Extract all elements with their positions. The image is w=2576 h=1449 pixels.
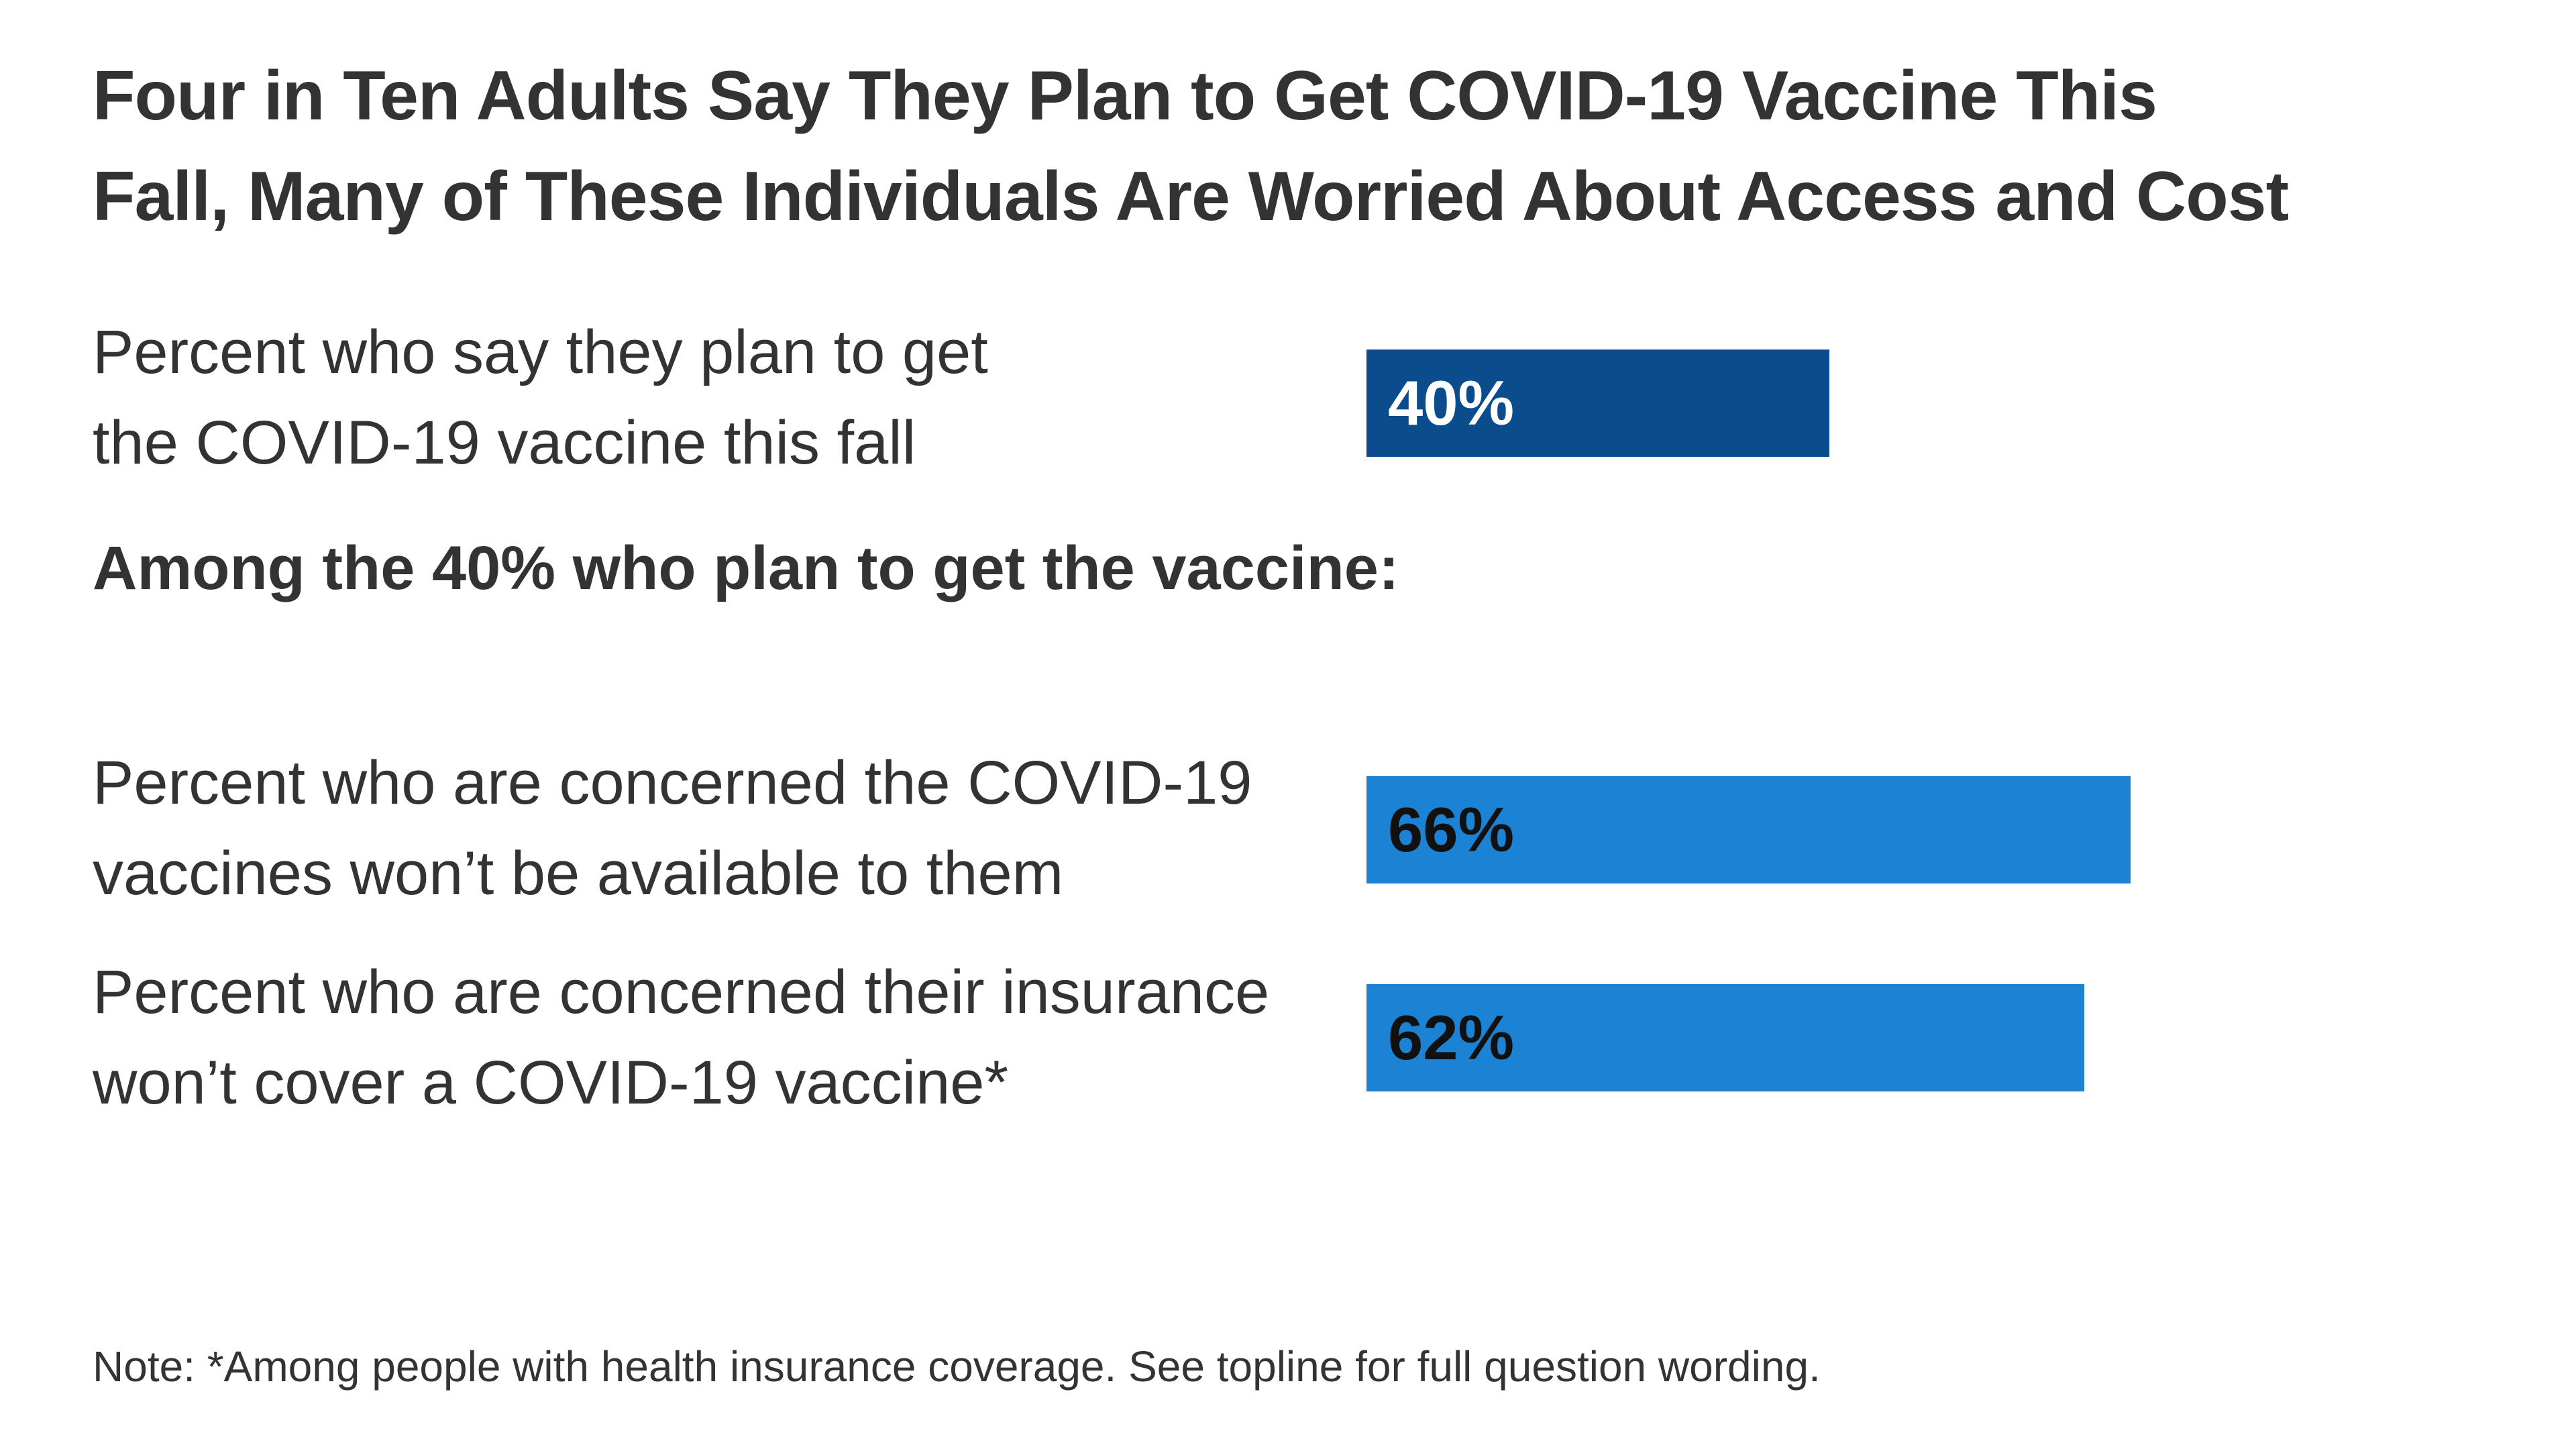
section-header-line: Among the 40% who plan bbox=[93, 534, 841, 602]
chart-title-line-1: Four in Ten Adults Say They Plan to Get … bbox=[93, 57, 2157, 135]
row-label-insurance-concern: Percent who are concerned their insuranc… bbox=[93, 947, 1269, 1128]
bar-value-label: 66% bbox=[1388, 794, 1515, 865]
row-label-availability-concern: Percent who are concerned the COVID-19 v… bbox=[93, 738, 1252, 919]
bar-insurance-concern: 62% bbox=[1366, 984, 2084, 1091]
row-label-line: vaccines won’t be available to them bbox=[93, 839, 1064, 908]
row-label-line: Percent who are concerned the COVID-19 bbox=[93, 749, 1252, 817]
chart-title: Four in Ten Adults Say They Plan to Get … bbox=[93, 46, 2289, 247]
footnote: Note: *Among people with health insuranc… bbox=[93, 1342, 1821, 1391]
chart-title-line-2: Fall, Many of These Individuals Are Worr… bbox=[93, 158, 2289, 235]
row-label-plan-to-get: Percent who say they plan to get the COV… bbox=[93, 307, 988, 488]
section-header-line: to get the vaccine: bbox=[857, 534, 1399, 602]
bar-value-label: 62% bbox=[1388, 1002, 1515, 1073]
bar-plan-to-get: 40% bbox=[1366, 350, 1829, 457]
bar-value-label: 40% bbox=[1388, 368, 1515, 438]
row-label-line: the COVID-19 vaccine this fall bbox=[93, 409, 916, 477]
bar-availability-concern: 66% bbox=[1366, 776, 2131, 883]
section-header-among-40-percent: Among the 40% who plan to get the vaccin… bbox=[93, 523, 1399, 614]
row-label-line: Percent who are concerned their insuranc… bbox=[93, 958, 1270, 1026]
row-label-line: Percent who say they plan to get bbox=[93, 318, 988, 386]
row-label-line: won’t cover a COVID-19 vaccine* bbox=[93, 1049, 1009, 1117]
